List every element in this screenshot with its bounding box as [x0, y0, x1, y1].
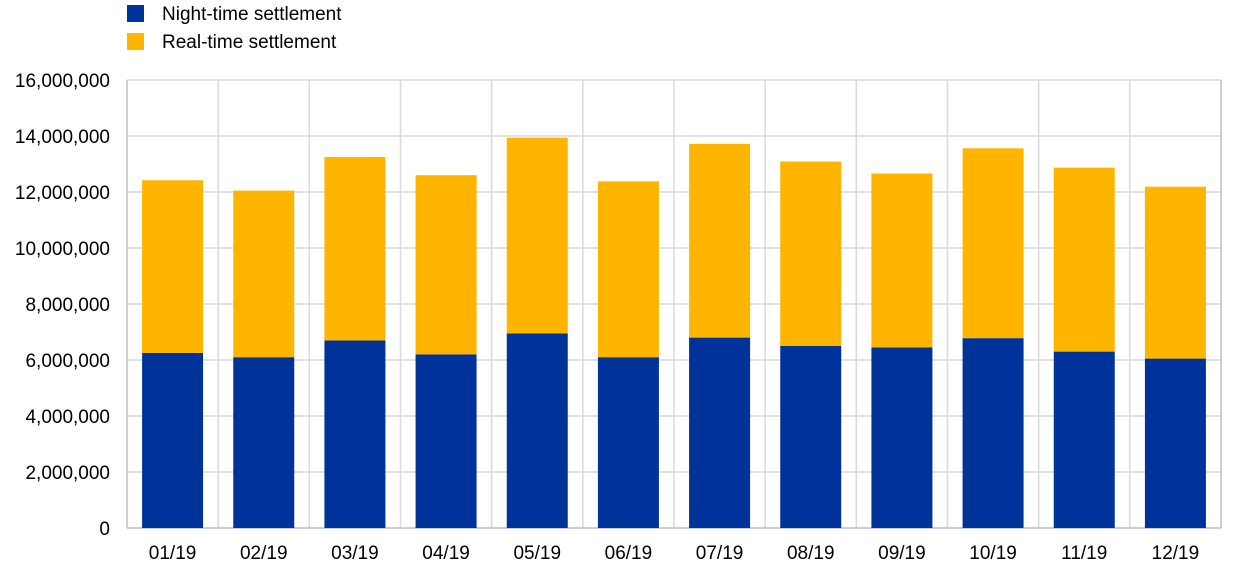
x-tick-label: 02/19 [240, 543, 288, 564]
bar-real-time-05-19 [506, 137, 568, 334]
y-tick-label: 10,000,000 [15, 239, 110, 260]
bar-night-time-09-19 [871, 347, 933, 528]
bar-real-time-11-19 [1053, 167, 1115, 352]
x-tick-label: 01/19 [149, 543, 197, 564]
legend-swatch-real-time [127, 33, 144, 50]
y-axis-tick-labels: 0 2,000,000 4,000,000 6,000,000 8,000,000 10,… [15, 71, 110, 540]
legend: Night-time settlement Real-time settlemen… [127, 4, 342, 53]
y-tick-label: 8,000,000 [25, 295, 110, 316]
bar-night-time-10-19 [962, 338, 1024, 528]
y-tick-label: 6,000,000 [25, 351, 110, 372]
x-tick-label: 12/19 [1152, 543, 1200, 564]
bar-real-time-07-19 [689, 143, 751, 338]
bar-real-time-08-19 [780, 161, 842, 346]
bar-real-time-01-19 [142, 180, 204, 353]
bar-real-time-09-19 [871, 173, 933, 348]
bar-real-time-06-19 [597, 181, 659, 358]
y-tick-label: 2,000,000 [25, 463, 110, 484]
legend-label-real-time: Real-time settlement [162, 32, 337, 53]
x-tick-label: 09/19 [878, 543, 926, 564]
bar-real-time-10-19 [962, 148, 1024, 339]
x-tick-label: 03/19 [331, 543, 379, 564]
plot-frame [126, 80, 1222, 529]
legend-swatch-night-time [127, 5, 144, 22]
bar-night-time-02-19 [233, 357, 295, 528]
bar-real-time-12-19 [1144, 186, 1206, 359]
bar-night-time-01-19 [142, 353, 204, 528]
x-tick-label: 06/19 [605, 543, 653, 564]
y-tick-label: 0 [99, 519, 110, 540]
bar-night-time-05-19 [506, 333, 568, 528]
y-tick-label: 16,000,000 [15, 71, 110, 92]
bar-night-time-11-19 [1053, 351, 1115, 528]
x-tick-label: 05/19 [513, 543, 561, 564]
bar-night-time-03-19 [324, 340, 386, 528]
y-tick-label: 14,000,000 [15, 127, 110, 148]
legend-label-night-time: Night-time settlement [162, 4, 342, 25]
bar-real-time-04-19 [415, 175, 477, 355]
bars [142, 137, 1206, 528]
bar-night-time-08-19 [780, 346, 842, 528]
y-tick-label: 4,000,000 [25, 407, 110, 428]
x-tick-label: 04/19 [422, 543, 470, 564]
x-tick-label: 11/19 [1061, 543, 1107, 564]
x-axis-tick-labels: 01/19 02/19 03/19 04/19 05/19 06/19 07/19 08/19… [149, 543, 1199, 564]
bar-real-time-03-19 [324, 157, 386, 341]
y-tick-label: 12,000,000 [15, 183, 110, 204]
bar-night-time-12-19 [1144, 358, 1206, 528]
x-tick-label: 10/19 [969, 543, 1017, 564]
bar-night-time-06-19 [597, 357, 659, 528]
x-tick-label: 08/19 [787, 543, 835, 564]
bar-night-time-07-19 [689, 337, 751, 528]
bar-night-time-04-19 [415, 354, 477, 528]
bar-real-time-02-19 [233, 190, 295, 358]
x-tick-label: 07/19 [696, 543, 744, 564]
grid-lines [127, 79, 1221, 528]
